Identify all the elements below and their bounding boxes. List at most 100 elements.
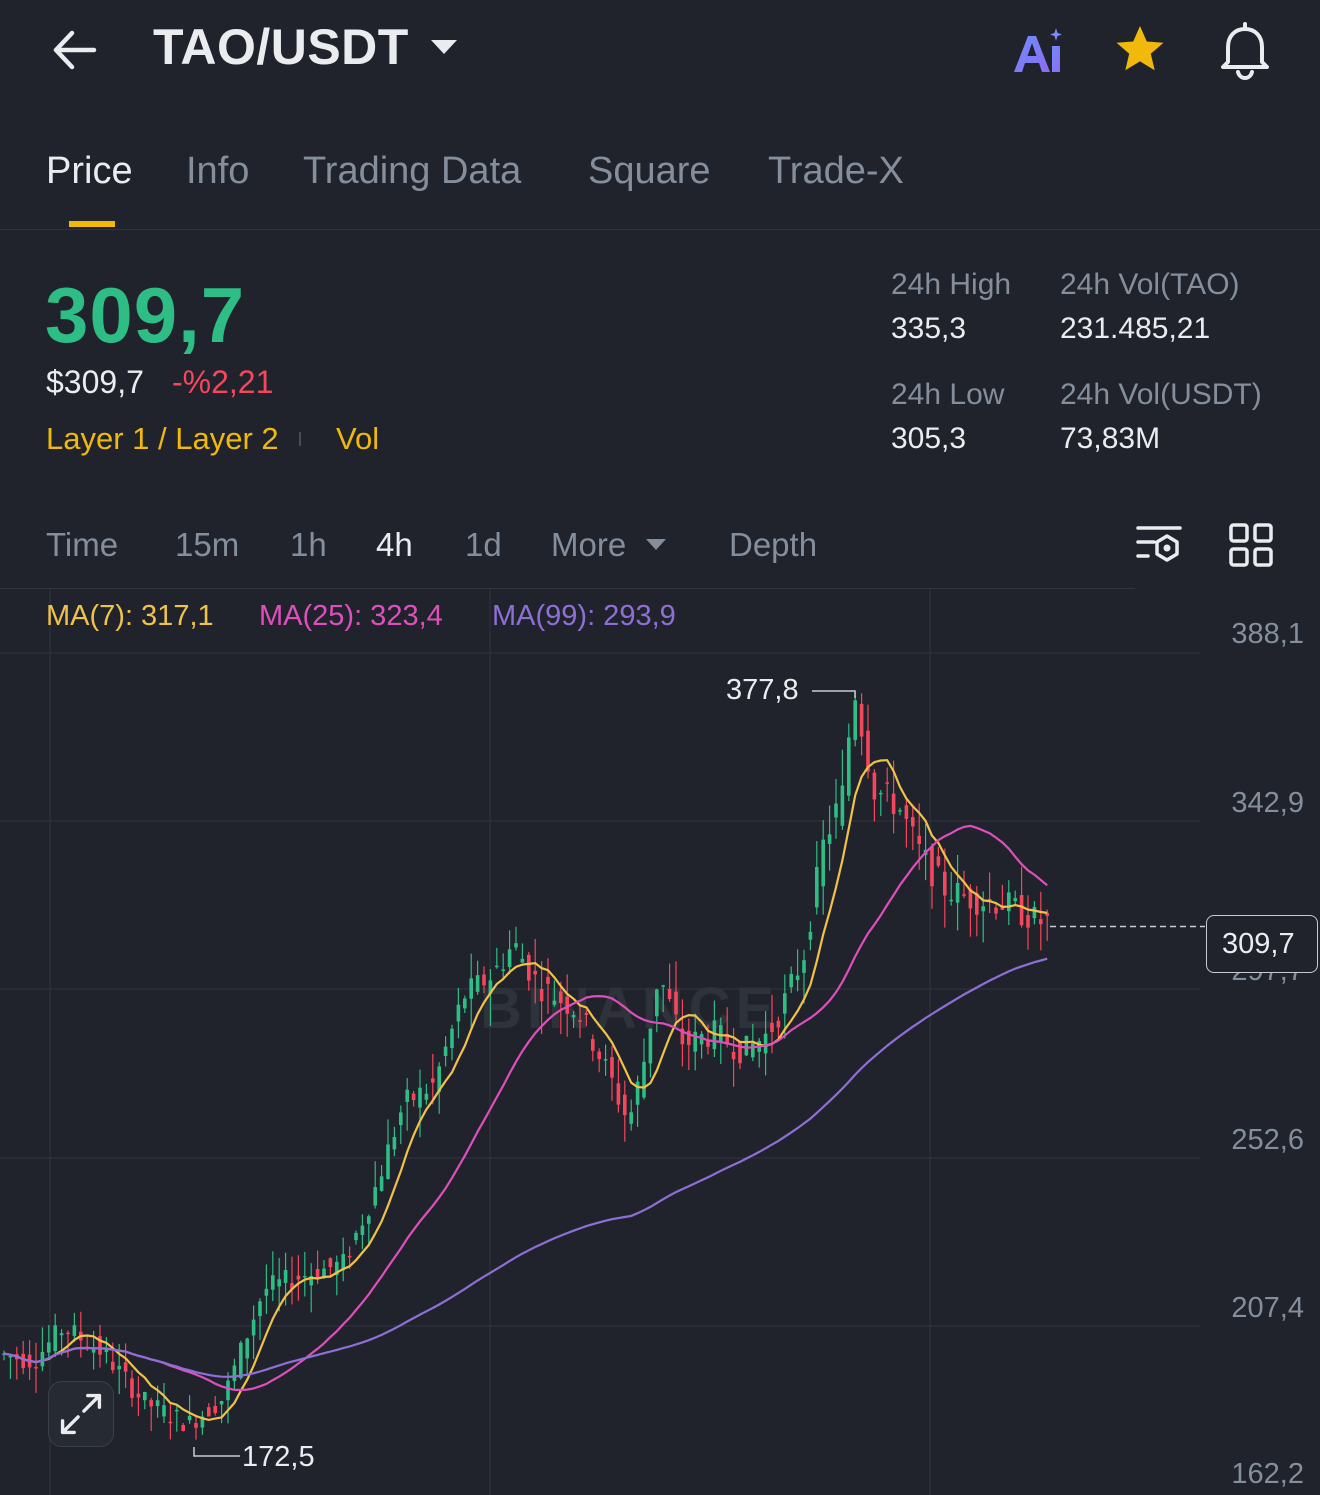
- candle-body: [565, 996, 569, 1014]
- tab-price[interactable]: Price: [46, 150, 133, 192]
- candle-body: [616, 1083, 621, 1105]
- candle-body: [424, 1093, 429, 1100]
- candle-body: [725, 1033, 729, 1045]
- candle-body: [891, 793, 896, 814]
- candle-body: [149, 1400, 153, 1407]
- candle-body: [309, 1275, 313, 1286]
- usd-price: $309,7: [46, 364, 144, 400]
- interval-depth[interactable]: Depth: [729, 526, 818, 563]
- candle-body: [795, 975, 800, 981]
- candle-body: [1039, 919, 1043, 925]
- stat-24h-high-label: 24h High: [891, 268, 1012, 301]
- candle-body: [962, 894, 966, 896]
- candle-body: [271, 1275, 275, 1290]
- candle-body: [699, 1034, 704, 1045]
- candle-body: [815, 867, 819, 908]
- last-price: 309,7: [45, 271, 246, 359]
- vol-tag[interactable]: Vol: [336, 421, 380, 456]
- candle-body: [258, 1301, 262, 1317]
- chevron-down-icon[interactable]: [646, 539, 666, 550]
- candle-body: [123, 1362, 128, 1372]
- current-price-box: [1206, 915, 1318, 973]
- candle-body: [130, 1378, 134, 1398]
- candle-body: [373, 1187, 377, 1206]
- candle-body: [968, 888, 973, 909]
- candle-body: [706, 1041, 710, 1047]
- interval-time[interactable]: Time: [46, 526, 119, 563]
- tab-info[interactable]: Info: [186, 150, 250, 192]
- candle-body: [987, 898, 992, 901]
- tab-trading-data[interactable]: Trading Data: [303, 150, 522, 192]
- candle-body: [840, 785, 845, 826]
- ai-icon[interactable]: [1010, 22, 1066, 78]
- candle-body: [360, 1225, 365, 1235]
- candle-body: [143, 1391, 147, 1401]
- interval-1h[interactable]: 1h: [290, 526, 327, 563]
- divider: [0, 588, 1135, 589]
- candle-body: [885, 782, 889, 784]
- bell-icon[interactable]: [1216, 20, 1274, 80]
- pair-title[interactable]: TAO/USDT: [153, 19, 409, 75]
- category-tag[interactable]: Layer 1 / Layer 2: [46, 421, 279, 456]
- low-marker-label: 172,5: [242, 1441, 315, 1473]
- tab-square[interactable]: Square: [588, 150, 711, 192]
- ma7-line: [3, 759, 1048, 1422]
- candle-body: [591, 1039, 595, 1051]
- layout-grid-icon[interactable]: [1228, 522, 1274, 568]
- candle-body: [290, 1283, 294, 1290]
- interval-15m[interactable]: 15m: [175, 526, 240, 563]
- candle-body: [744, 1035, 749, 1056]
- y-tick-label: 252,6: [1231, 1124, 1304, 1156]
- candle-body: [866, 730, 870, 772]
- interval-1d[interactable]: 1d: [465, 526, 502, 563]
- stat-24h-vol-usdt-value: 73,83M: [1060, 422, 1161, 455]
- candle-body: [303, 1275, 307, 1278]
- low-marker-line: [193, 1447, 240, 1457]
- candle-body: [719, 1025, 723, 1041]
- candle-body: [386, 1144, 390, 1179]
- candle-body: [1026, 915, 1030, 928]
- candle-body: [328, 1258, 333, 1268]
- candle-body: [1007, 892, 1011, 912]
- candle-body: [111, 1361, 115, 1371]
- chevron-down-icon[interactable]: [431, 40, 457, 54]
- candle-body: [546, 976, 550, 984]
- expand-icon[interactable]: [48, 1381, 114, 1447]
- candle-body: [411, 1093, 416, 1101]
- stat-24h-vol-tao-label: 24h Vol(TAO): [1060, 268, 1240, 301]
- interval-more[interactable]: More: [551, 526, 627, 563]
- candle-body: [181, 1424, 185, 1431]
- star-icon[interactable]: [1112, 22, 1168, 78]
- candle-body: [661, 985, 665, 987]
- candle-body: [994, 907, 998, 914]
- tab-trade-x[interactable]: Trade-X: [768, 150, 904, 192]
- candle-body: [277, 1279, 281, 1287]
- candle-body: [917, 835, 921, 845]
- candle-body: [943, 871, 947, 896]
- candle-body: [527, 954, 531, 981]
- candle-body: [245, 1338, 249, 1359]
- candle-body: [949, 899, 953, 902]
- candle-body: [898, 810, 902, 812]
- candle-body: [859, 703, 864, 737]
- candle-body: [399, 1112, 403, 1126]
- candle-body: [226, 1380, 230, 1401]
- candle-body: [341, 1254, 345, 1271]
- interval-4h[interactable]: 4h: [376, 526, 413, 563]
- candlestick-chart[interactable]: [0, 589, 1320, 1495]
- back-arrow-icon[interactable]: [48, 22, 104, 78]
- candle-body: [34, 1367, 38, 1369]
- candle-body: [827, 834, 832, 844]
- candle-body: [456, 1004, 461, 1022]
- candle-body: [610, 1057, 614, 1078]
- candle-body: [315, 1269, 320, 1280]
- candle-body: [322, 1268, 326, 1279]
- candle-body: [104, 1348, 109, 1353]
- candle-body: [200, 1416, 205, 1428]
- candle-body: [507, 949, 512, 967]
- candle-body: [936, 856, 941, 866]
- chart-settings-icon[interactable]: [1134, 522, 1184, 568]
- candle-body: [738, 1041, 742, 1064]
- candle-body: [475, 975, 480, 992]
- candle-body: [66, 1332, 70, 1335]
